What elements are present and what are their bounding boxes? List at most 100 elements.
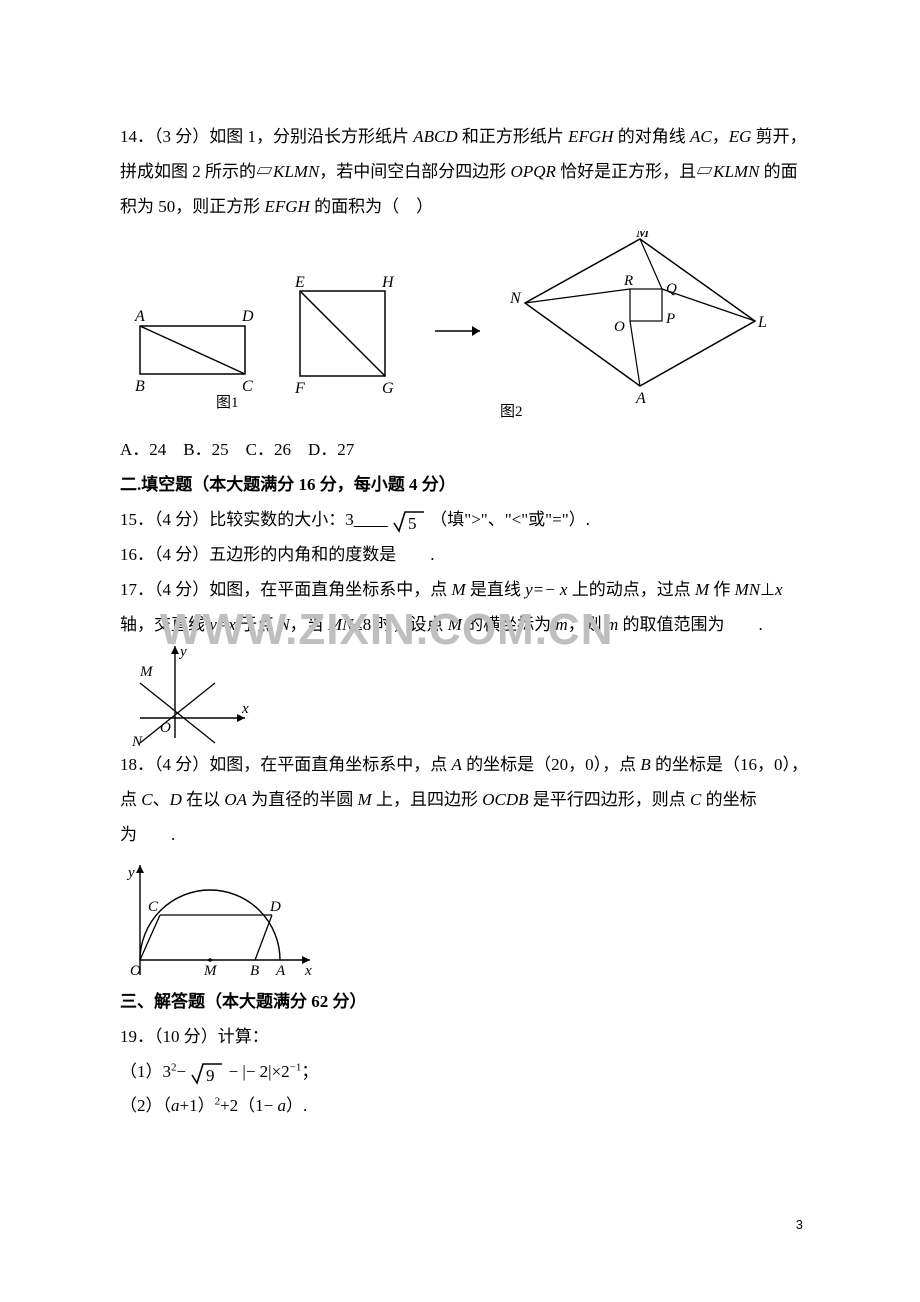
q19p1-c: − |− 2|×2 <box>229 1062 290 1081</box>
q19p2-ai2: a <box>278 1096 287 1115</box>
q19p2-b: +1） <box>180 1096 215 1115</box>
q17-l2e: 的横坐标为 <box>462 615 556 634</box>
q17-m3: M <box>448 615 462 634</box>
q17-l1b: 是直线 <box>466 580 526 599</box>
q15: 15．（4 分）比较实数的大小：3 5 （填">"、"<"或"="）. <box>120 503 810 538</box>
choice-a: 24 <box>149 440 166 459</box>
q19p2-c: +2（1− <box>220 1096 277 1115</box>
q17-l2a: 轴，交直线 <box>120 615 209 634</box>
q17-n: N <box>278 615 289 634</box>
choice-b-pre: B． <box>183 440 211 459</box>
q17-m2: M <box>695 580 709 599</box>
q15-suffix: （填">"、"<"或"="）. <box>430 510 590 529</box>
label-N: N <box>510 290 522 307</box>
q18-m: M <box>358 790 372 809</box>
q14-mid7: 的面积为（ ） <box>310 197 433 216</box>
q14-efgh: EFGH <box>568 127 613 146</box>
label-A: A <box>134 308 145 325</box>
q19p2-ai: a <box>171 1096 180 1115</box>
q18-c: C <box>141 790 152 809</box>
q14-efgh2: EFGH <box>265 197 310 216</box>
q18-label-x: x <box>304 963 312 979</box>
q18-ocdb: OCDB <box>482 790 528 809</box>
label-R: R <box>623 273 633 289</box>
page-number: 3 <box>796 1217 803 1232</box>
q17-mvar2: m <box>606 615 618 634</box>
q19p1-a: （1）3 <box>120 1062 171 1081</box>
q17-l1c: 上的动点，过点 <box>567 580 695 599</box>
q14-prefix: 14．（3 分）如图 1，分别沿长方形纸片 <box>120 127 413 146</box>
q17-mvar: m <box>555 615 567 634</box>
label-C: C <box>242 378 253 395</box>
sqrt5-icon: 5 <box>392 509 426 533</box>
label-M: M <box>635 231 651 241</box>
q14-abcd: ABCD <box>413 127 457 146</box>
q18-l1a: 18．（4 分）如图，在平面直角坐标系中，点 <box>120 755 452 774</box>
fig1-rect-svg: A B C D 图1 <box>130 271 270 411</box>
q17-yeq: y=− x <box>525 580 567 599</box>
choice-b: 25 <box>212 440 229 459</box>
sqrt9-n: 9 <box>206 1066 215 1085</box>
q17-figure: y x O M N <box>120 638 260 748</box>
q17-l2d: ≤8 时，设点 <box>353 615 447 634</box>
q14-text: 14．（3 分）如图 1，分别沿长方形纸片 ABCD 和正方形纸片 EFGH 的… <box>120 120 810 225</box>
q19p2-a: （2）（ <box>120 1096 171 1115</box>
q17-l2b: 于点 <box>236 615 279 634</box>
label-F: F <box>294 380 305 397</box>
page-content: 14．（3 分）如图 1，分别沿长方形纸片 ABCD 和正方形纸片 EFGH 的… <box>0 0 920 1164</box>
q17-m: M <box>452 580 466 599</box>
q17-label-y: y <box>178 644 187 660</box>
sqrt5-n: 5 <box>408 514 417 533</box>
label-Q: Q <box>666 281 677 297</box>
section3-heading: 三、解答题（本大题满分 62 分） <box>120 985 810 1020</box>
q18-label-A: A <box>275 963 286 979</box>
q14-mid4: ，若中间空白部分四边形 <box>319 162 510 181</box>
label-L: L <box>757 314 767 331</box>
q18-d: D <box>170 790 182 809</box>
q18-label-O: O <box>130 963 141 979</box>
label-P: P <box>665 311 675 327</box>
q18-a: A <box>452 755 462 774</box>
q17-l1e: ⊥ <box>760 580 775 599</box>
q19p1-b: − <box>177 1062 191 1081</box>
q18: 18．（4 分）如图，在平面直角坐标系中，点 A 的坐标是（20，0），点 B … <box>120 748 810 853</box>
q14-klmn: KLMN <box>273 162 319 181</box>
choice-d-pre: D． <box>308 440 337 459</box>
q17-l1a: 17．（4 分）如图，在平面直角坐标系中，点 <box>120 580 452 599</box>
q15-prefix: 15．（4 分）比较实数的大小：3 <box>120 510 354 529</box>
q18-label-M: M <box>203 963 218 979</box>
q14-ac: AC <box>690 127 712 146</box>
q18-label-C: C <box>148 899 159 915</box>
q17-l1d: 作 <box>709 580 735 599</box>
fig2-svg: M N L A O P Q R <box>510 231 770 411</box>
q14-mid2: 的对角线 <box>613 127 690 146</box>
q18-figure: y x O M B A C D <box>120 855 320 985</box>
q18-l2e: 上，且四边形 <box>372 790 483 809</box>
q14-mid1: 和正方形纸片 <box>458 127 569 146</box>
q16: 16．（4 分）五边形的内角和的度数是 . <box>120 538 810 573</box>
q19p1-d: ； <box>301 1062 318 1081</box>
q15-blank <box>354 510 388 529</box>
q19p2-d: ）. <box>286 1096 307 1115</box>
q19p1-sup2: −1 <box>290 1061 302 1073</box>
q18-label-D: D <box>269 899 281 915</box>
q18-b: B <box>640 755 650 774</box>
q18-l1c: 的坐标是（16，0）， <box>651 755 808 774</box>
choice-a-pre: A． <box>120 440 149 459</box>
q14-opqr: OPQR <box>511 162 556 181</box>
q17-yeq2: y=x <box>209 615 236 634</box>
q18-oa: OA <box>224 790 247 809</box>
q14-sep1: ， <box>712 127 729 146</box>
choice-d: 27 <box>337 440 354 459</box>
q19-p2: （2）（a+1）2+2（1− a）. <box>120 1089 810 1124</box>
q17-l2c: ，当 <box>290 615 328 634</box>
q17-l2f: ，则 <box>568 615 606 634</box>
choice-c: 26 <box>274 440 291 459</box>
arrow-svg <box>430 271 490 411</box>
q14-eg: EG <box>729 127 752 146</box>
q18-l1b: 的坐标是（20，0），点 <box>462 755 641 774</box>
q14-mid5: 恰好是正方形，且▱ <box>556 162 713 181</box>
q19-header: 19．（10 分）计算： <box>120 1020 810 1055</box>
choice-c-pre: C． <box>246 440 274 459</box>
q17-mn2: MN <box>328 615 354 634</box>
